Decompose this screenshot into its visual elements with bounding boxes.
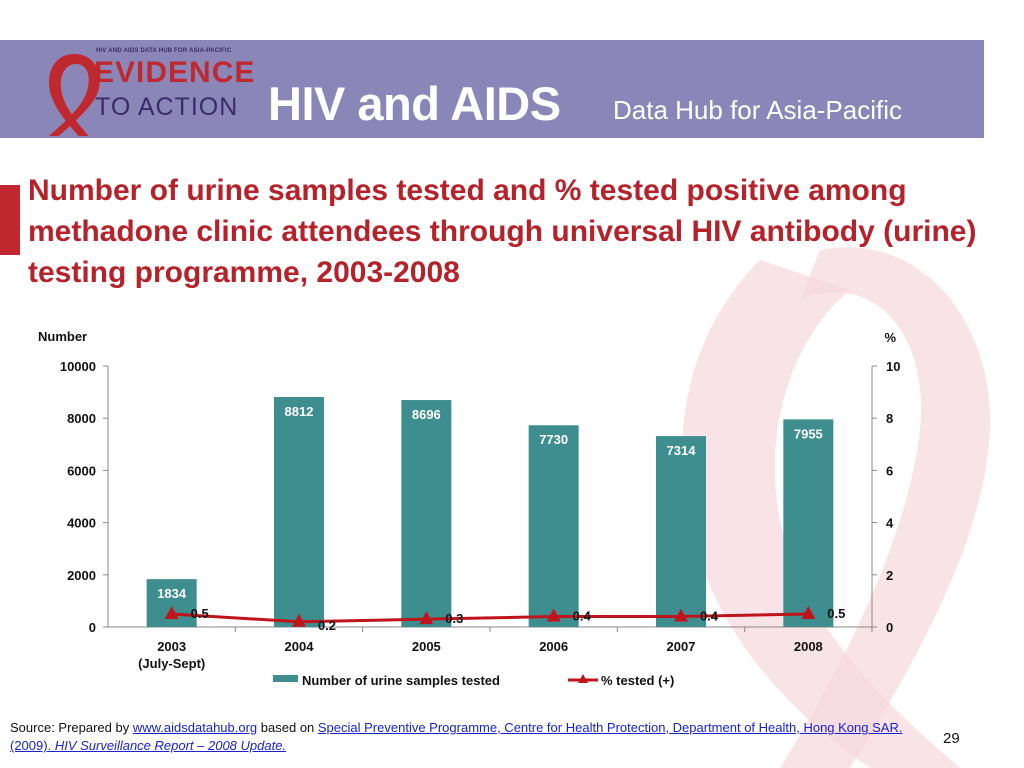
x-tick-label: 2007 <box>667 639 696 654</box>
percent-value-label: 0.5 <box>191 606 209 621</box>
bar <box>528 425 579 627</box>
percent-marker <box>674 608 688 622</box>
bar-value-label: 1834 <box>157 586 187 601</box>
percent-marker <box>164 605 179 619</box>
logo-action-text: TO ACTION <box>95 93 239 121</box>
y2-axis-label: % <box>884 330 896 345</box>
logo-small-text: HIV AND AIDS DATA HUB FOR ASIA-PACIFIC <box>96 48 232 54</box>
percent-marker <box>419 611 434 625</box>
header-title: HIV and AIDS <box>268 77 561 130</box>
y-tick-label: 6000 <box>67 463 96 478</box>
source-middle: based on <box>257 720 318 735</box>
page-number: 29 <box>943 730 960 747</box>
y2-tick-label: 0 <box>886 620 893 635</box>
bar <box>783 419 834 627</box>
y-tick-label: 8000 <box>67 411 96 426</box>
source-link-report[interactable]: Special Preventive Programme, Centre for… <box>10 720 902 753</box>
bar-value-label: 7955 <box>794 426 823 441</box>
y-axis-label: Number <box>38 329 87 344</box>
source-note: Source: Prepared by www.aidsdatahub.org … <box>10 719 935 755</box>
y2-tick-label: 2 <box>886 568 893 583</box>
x-tick-label: 2008 <box>794 639 823 654</box>
x-tick-label: 2003 <box>157 639 186 654</box>
header-banner: HIV AND AIDS DATA HUB FOR ASIA-PACIFIC E… <box>0 40 984 138</box>
header-subtitle: Data Hub for Asia-Pacific <box>613 95 903 125</box>
y2-tick-label: 6 <box>886 463 893 478</box>
x-tick-label: (July-Sept) <box>138 656 205 671</box>
bar <box>656 436 706 627</box>
percent-value-label: 0.4 <box>573 609 592 624</box>
percent-marker <box>801 605 816 619</box>
slide-title: Number of urine samples tested and % tes… <box>28 174 977 289</box>
legend-line-label: % tested (+) <box>601 673 674 688</box>
y-tick-label: 10000 <box>60 359 96 374</box>
legend-bar-label: Number of urine samples tested <box>302 673 500 688</box>
y2-tick-label: 4 <box>886 516 894 531</box>
title-accent-bar <box>0 185 20 255</box>
x-tick-label: 2005 <box>412 639 441 654</box>
red-ribbon-icon <box>48 54 100 136</box>
percent-value-label: 0.4 <box>700 609 719 624</box>
y-tick-label: 4000 <box>67 516 96 531</box>
y2-tick-label: 8 <box>886 411 893 426</box>
percent-line <box>171 612 809 624</box>
source-report-publisher: Special Preventive Programme, Centre for… <box>10 720 903 753</box>
bar-value-label: 8812 <box>285 404 314 419</box>
bar <box>274 397 324 627</box>
bar <box>401 400 452 627</box>
x-tick-label: 2004 <box>285 639 315 654</box>
percent-marker <box>546 608 561 622</box>
y2-tick-label: 10 <box>886 359 900 374</box>
source-link-aidsdatahub[interactable]: www.aidsdatahub.org <box>132 720 258 735</box>
legend-bar-swatch <box>273 675 298 682</box>
percent-value-label: 0.5 <box>827 606 845 621</box>
bar-value-label: 7314 <box>667 443 697 458</box>
bar <box>146 579 197 627</box>
y-tick-label: 0 <box>89 620 96 635</box>
logo-evidence-text: EVIDENCE <box>94 56 256 89</box>
y-tick-label: 2000 <box>67 568 96 583</box>
bar-value-label: 8696 <box>412 407 441 422</box>
chart: Number % 0 2000 4000 6000 8000 10000 0 2 4 6 8 10 1834… <box>38 329 900 688</box>
source-prefix: Source: Prepared by <box>10 720 133 735</box>
bar-value-label: 7730 <box>539 432 568 447</box>
x-tick-label: 2006 <box>539 639 568 654</box>
legend-line-marker <box>578 674 588 683</box>
percent-value-label: 0.3 <box>445 611 463 626</box>
source-report-title: HIV Surveillance Report – 2008 Update. <box>54 738 287 753</box>
percent-marker <box>292 613 306 627</box>
percent-value-label: 0.2 <box>318 618 336 633</box>
